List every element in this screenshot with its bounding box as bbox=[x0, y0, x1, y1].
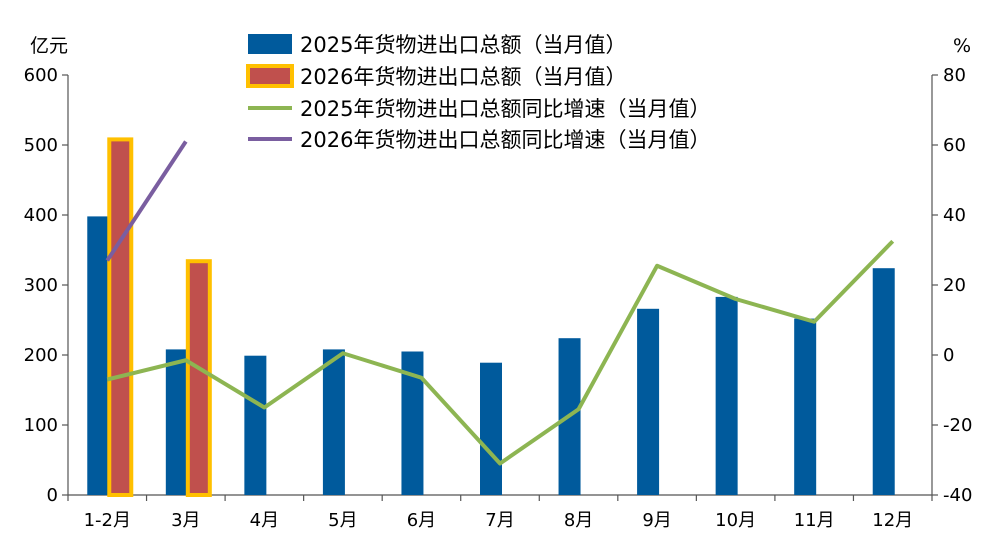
right-tick-label: -20 bbox=[943, 415, 972, 436]
right-tick-label: -40 bbox=[943, 485, 972, 506]
lines bbox=[105, 140, 895, 466]
legend: 2025年货物进出口总额（当月值） 2026年货物进出口总额（当月值） 2025年货… bbox=[246, 33, 710, 152]
right-tick-label: 80 bbox=[943, 65, 966, 86]
bar-2025 bbox=[480, 362, 502, 495]
x-tick-label: 10月 bbox=[715, 510, 756, 531]
right-axis-unit: % bbox=[953, 35, 971, 57]
x-tick-label: 3月 bbox=[171, 510, 200, 531]
bars bbox=[87, 137, 895, 498]
x-tick-label: 11月 bbox=[794, 510, 835, 531]
bar-2026 bbox=[185, 259, 212, 498]
left-tick-label: 0 bbox=[47, 485, 58, 506]
legend-swatch-0 bbox=[248, 34, 292, 54]
x-tick-label: 8月 bbox=[564, 510, 593, 531]
left-tick-label: 200 bbox=[24, 345, 58, 366]
x-tick-label: 12月 bbox=[872, 510, 913, 531]
bar-2025 bbox=[401, 351, 424, 495]
x-tick-label: 4月 bbox=[250, 510, 279, 531]
line-2026-growth bbox=[105, 140, 188, 262]
x-tick-label: 5月 bbox=[328, 510, 357, 531]
bar-2025 bbox=[637, 308, 660, 495]
left-tick-label: 400 bbox=[24, 205, 58, 226]
bar-2025 bbox=[244, 355, 267, 495]
x-tick-label: 9月 bbox=[642, 510, 671, 531]
legend-label-0: 2025年货物进出口总额（当月值） bbox=[300, 33, 626, 57]
x-tick-label: 6月 bbox=[407, 510, 436, 531]
left-tick-label: 600 bbox=[24, 65, 58, 86]
right-tick-label: 0 bbox=[943, 345, 954, 366]
right-tick-label: 60 bbox=[943, 135, 966, 156]
right-tick-label: 40 bbox=[943, 205, 966, 226]
legend-swatch-1 bbox=[246, 64, 294, 88]
bar-2025 bbox=[165, 349, 188, 495]
right-tick-label: 20 bbox=[943, 275, 966, 296]
left-tick-label: 500 bbox=[24, 135, 58, 156]
axes: 0 100 200 300 400 500 600 -40 -20 0 20 40 60 80 亿元 % 1-2… bbox=[24, 35, 973, 531]
x-tick-label: 7月 bbox=[485, 510, 514, 531]
bar-2025 bbox=[794, 318, 817, 495]
legend-label-2: 2025年货物进出口总额同比增速（当月值） bbox=[300, 97, 710, 121]
bar-2025 bbox=[87, 216, 110, 495]
bar-2025 bbox=[322, 349, 345, 495]
x-tick-label: 1-2月 bbox=[84, 510, 131, 531]
legend-label-3: 2026年货物进出口总额同比增速（当月值） bbox=[300, 128, 710, 152]
bar-2025 bbox=[715, 296, 738, 495]
line-2025-growth bbox=[106, 239, 895, 466]
bar-2026 bbox=[107, 137, 134, 497]
bar-2025 bbox=[872, 268, 895, 495]
left-tick-label: 300 bbox=[24, 275, 58, 296]
legend-label-1: 2026年货物进出口总额（当月值） bbox=[300, 65, 626, 89]
left-axis-unit: 亿元 bbox=[30, 35, 68, 57]
left-tick-label: 100 bbox=[24, 415, 58, 436]
